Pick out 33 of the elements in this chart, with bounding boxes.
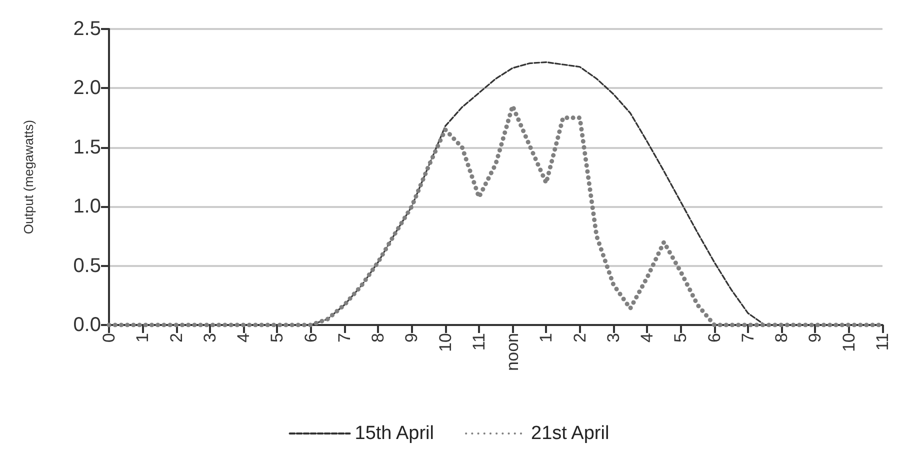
y-tick-label: 1.0 <box>73 196 101 218</box>
x-tick-label: 9 <box>402 333 422 342</box>
x-tick-label: 6 <box>704 333 724 342</box>
y-axis-title: Output (megawatts) <box>21 120 36 234</box>
x-tick-label: 2 <box>570 333 590 342</box>
x-tick-label: 10 <box>436 333 455 352</box>
y-tick-label: 2.5 <box>73 18 101 40</box>
y-tick-label: 0.0 <box>73 314 101 336</box>
x-tick-label: 1 <box>133 333 152 342</box>
x-tick-label: 7 <box>334 333 354 342</box>
x-tick-label: 3 <box>604 333 623 342</box>
x-tick-label: 6 <box>301 333 320 342</box>
x-tick-label: 11 <box>873 333 892 351</box>
x-tick-label: 4 <box>234 333 254 342</box>
x-tick-label: 8 <box>368 333 388 342</box>
x-tick-label: 10 <box>839 333 858 352</box>
x-tick-label: 11 <box>469 333 488 351</box>
x-tick-label: 5 <box>671 333 690 342</box>
x-tick-label: noon <box>503 333 522 371</box>
x-tick-label: 2 <box>166 333 186 342</box>
y-tick-label: 2.0 <box>73 77 101 100</box>
x-tick-label: 9 <box>806 333 825 342</box>
x-tick-label: 7 <box>738 333 758 342</box>
y-tick-label: 0.5 <box>73 254 101 277</box>
x-tick-label: 4 <box>638 333 657 342</box>
y-tick-label: 1.5 <box>73 136 101 158</box>
x-tick-label: 0 <box>100 333 118 342</box>
x-tick-label: 3 <box>200 333 220 342</box>
x-tick-label: 8 <box>772 333 792 342</box>
legend-label: 15th April <box>354 423 434 444</box>
legend-label: 21st April <box>531 423 610 444</box>
x-tick-label: 5 <box>268 333 287 342</box>
x-tick-label: 1 <box>536 333 556 342</box>
